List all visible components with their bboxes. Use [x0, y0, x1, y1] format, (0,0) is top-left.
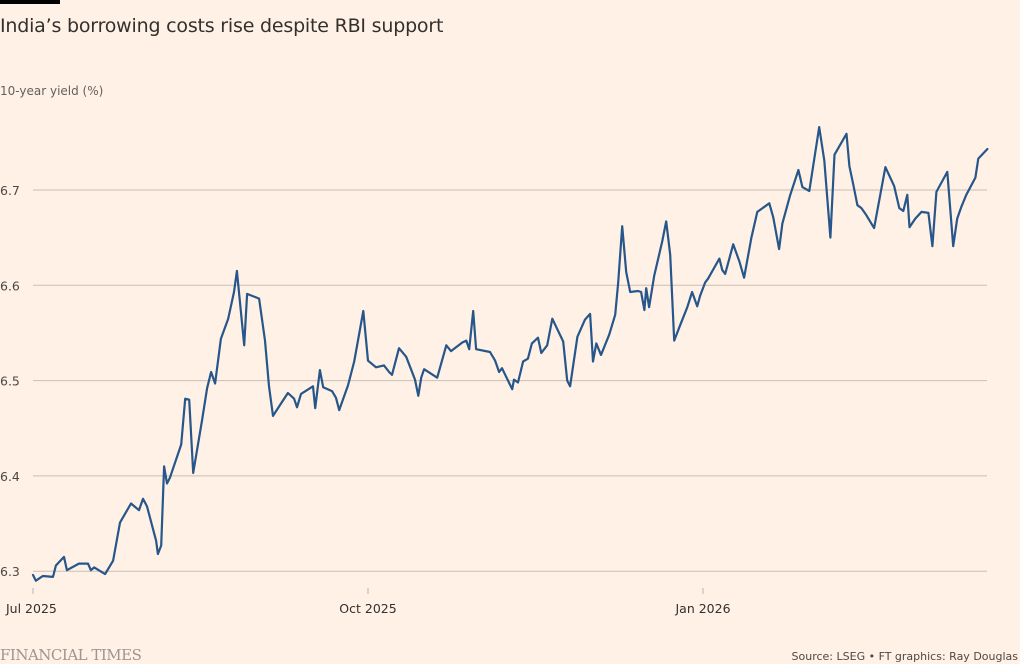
y-tick-label: 6.6: [0, 278, 20, 293]
chart-title: India’s borrowing costs rise despite RBI…: [0, 15, 444, 37]
x-tick-label: Jul 2025: [5, 601, 57, 616]
x-tick-label: Jan 2026: [674, 601, 730, 616]
source-credit: Source: LSEG • FT graphics: Ray Douglas: [791, 650, 1018, 663]
gridlines: [33, 189, 987, 572]
series-line-yield: [31, 126, 989, 582]
y-tick-label: 6.5: [0, 374, 20, 389]
chart-subtitle: 10-year yield (%): [0, 84, 104, 98]
x-axis-ticks: Jul 2025 Oct 2025 Jan 2026: [5, 588, 731, 616]
series-group: [31, 126, 989, 582]
x-tick-label: Oct 2025: [339, 601, 396, 616]
y-axis-ticks: 6.3 6.4 6.5 6.6 6.7: [0, 183, 20, 579]
y-tick-label: 6.7: [0, 183, 20, 198]
y-tick-label: 6.4: [0, 469, 20, 484]
ft-top-accent-bar: [0, 0, 60, 4]
y-tick-label: 6.3: [0, 564, 20, 579]
financial-times-logo: FINANCIAL TIMES: [0, 646, 142, 664]
